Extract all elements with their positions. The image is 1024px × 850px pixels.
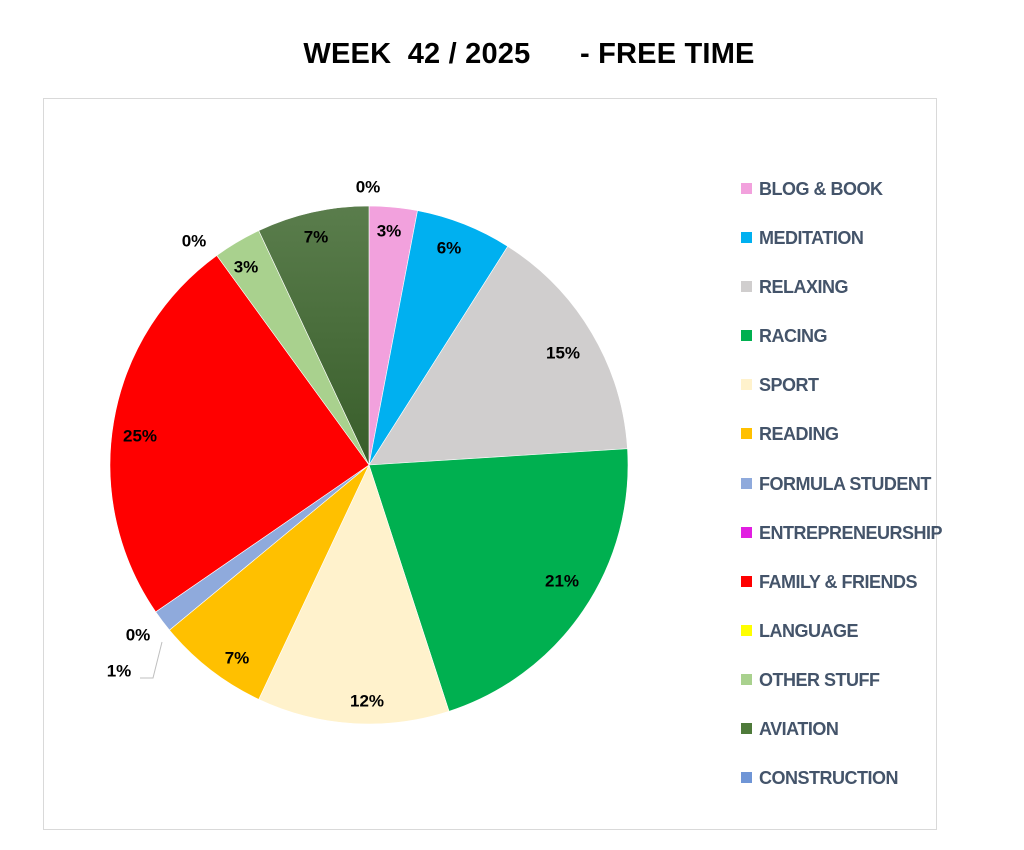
data-label-meditation: 6% (437, 238, 462, 257)
pie-slice-family-and-friends (109, 255, 370, 613)
legend-swatch-relaxing (741, 281, 752, 292)
legend-label-racing: RACING (759, 326, 828, 346)
legend-swatch-reading (741, 428, 752, 439)
data-label-formula-student: 1% (107, 661, 132, 680)
legend-swatch-entrepreneurship (741, 527, 752, 538)
legend-label-language: LANGUAGE (759, 621, 859, 641)
data-label-racing: 21% (545, 571, 579, 590)
legend-label-meditation: MEDITATION (759, 228, 864, 248)
legend-label-entrepreneurship: ENTREPRENEURSHIP (759, 523, 943, 543)
data-label-family-and-friends: 25% (123, 426, 157, 445)
data-label-sport: 12% (350, 691, 384, 710)
data-label-reading: 7% (225, 648, 250, 667)
legend-label-construction: CONSTRUCTION (759, 768, 899, 788)
leader-line-formula-student (140, 641, 163, 679)
pie-slice-aviation (258, 205, 370, 466)
pie-slice-sport (258, 464, 450, 725)
legend-label-relaxing: RELAXING (759, 277, 849, 297)
legend-swatch-sport (741, 379, 752, 390)
data-label-entrepreneurship: 0% (126, 625, 151, 644)
legend-swatch-aviation (741, 723, 752, 734)
legend-swatch-blog-and-book (741, 183, 752, 194)
chart-frame (43, 98, 937, 830)
pie-data-labels: 3% 6% 15% 21% 12% 7% 1% 0% 25% 0% 3% 7% 0% (107, 177, 580, 710)
legend-label-aviation: AVIATION (759, 719, 839, 739)
legend-swatch-formula-student (741, 478, 752, 489)
legend-swatch-racing (741, 330, 752, 341)
pie-slice-reading (169, 464, 370, 700)
pie-slice-racing (368, 448, 629, 712)
data-label-language: 0% (182, 231, 207, 250)
chart-title: WEEK 42 / 2025 - FREE TIME (303, 38, 755, 70)
pie-slice-relaxing (368, 245, 628, 466)
pie-slices (109, 205, 629, 725)
data-label-blog-and-book: 3% (377, 221, 402, 240)
legend-swatch-construction (741, 772, 752, 783)
legend-swatch-language (741, 625, 752, 636)
data-label-relaxing: 15% (546, 343, 580, 362)
pie-leader-lines (140, 641, 163, 679)
data-label-other-stuff: 3% (234, 257, 259, 276)
legend-label-blog-and-book: BLOG & BOOK (759, 179, 883, 199)
legend: BLOG & BOOK MEDITATION RELAXING RACING SPORT… (741, 0, 951, 850)
legend-label-formula-student: FORMULA STUDENT (759, 474, 931, 494)
data-label-construction: 0% (356, 177, 381, 196)
legend-swatch-meditation (741, 232, 752, 243)
legend-label-reading: READING (759, 424, 839, 444)
legend-swatch-other-stuff (741, 674, 752, 685)
legend-swatch-family-and-friends (741, 576, 752, 587)
legend-label-family-and-friends: FAMILY & FRIENDS (759, 572, 918, 592)
legend-label-other-stuff: OTHER STUFF (759, 670, 880, 690)
legend-label-sport: SPORT (759, 375, 819, 395)
data-label-aviation: 7% (304, 227, 329, 246)
